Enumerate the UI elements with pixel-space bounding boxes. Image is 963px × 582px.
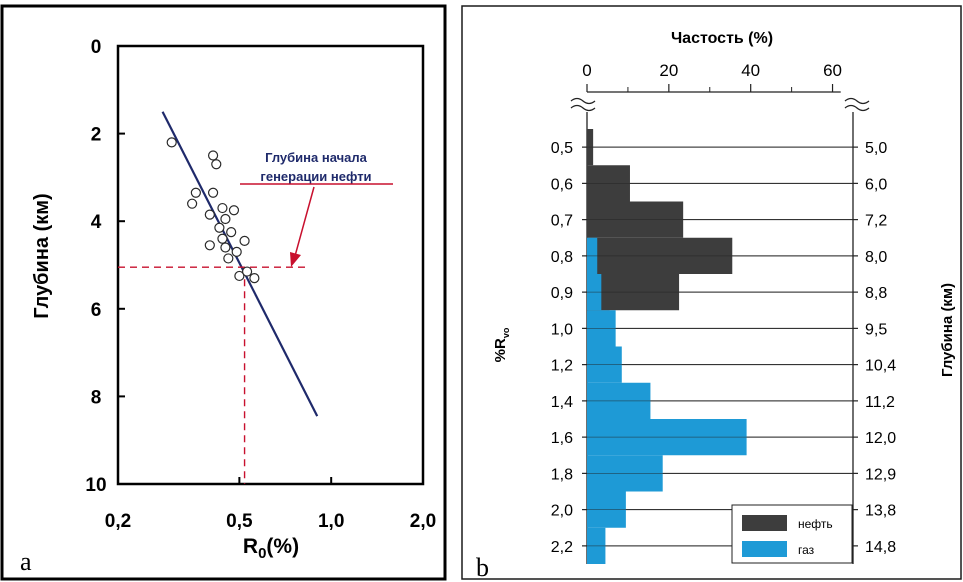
panel-a-data-point bbox=[187, 198, 198, 209]
panel-a-data-point bbox=[220, 242, 231, 253]
panel-b-left-axis-break bbox=[570, 97, 596, 112]
panel-a-data-point bbox=[217, 202, 228, 214]
panel-b-category-label: 0,7 bbox=[551, 213, 573, 230]
panel-a-data-point bbox=[190, 187, 201, 198]
panel-a-frame bbox=[0, 4, 447, 581]
panel-b-depth-label: 8,0 bbox=[865, 249, 887, 266]
panel-a-x-label-main: R bbox=[243, 535, 258, 558]
panel-b-category-label: 0,8 bbox=[551, 249, 573, 266]
panel-b-depth-label: 12,9 bbox=[865, 466, 896, 483]
panel-a-y-tick-label: 4 bbox=[91, 212, 102, 233]
panel-b-x-tick-label: 0 bbox=[582, 61, 591, 80]
panel-b-right-axis-label: Глубина (км) bbox=[939, 283, 956, 377]
panel-b-category-label: 1,8 bbox=[551, 466, 573, 483]
panel-a-data-point bbox=[217, 233, 228, 244]
panel-b-category-label: 0,9 bbox=[551, 285, 573, 302]
panel-a-annotation-line-1: Глубина начала bbox=[265, 150, 368, 165]
panel-b-depth-label: 12,0 bbox=[865, 430, 896, 447]
panel-a-x-tick-label: 0,2 bbox=[105, 511, 131, 532]
panel-a-data-point bbox=[211, 159, 222, 170]
panel-b-legend-label: нефть bbox=[798, 517, 833, 531]
panel-a-data-point bbox=[204, 209, 215, 220]
panel-a-data-point bbox=[228, 205, 240, 216]
panel-a-plot-area: 0 2 4 6 8 10 0,2 0,5 1,0 2,0 Глубина начала генерац… bbox=[85, 37, 436, 532]
panel-b-depth-label: 10,4 bbox=[865, 358, 896, 375]
panel-b-x-tick-label: 20 bbox=[659, 61, 678, 80]
panel-a-annotation-line-2: генерации нефти bbox=[260, 169, 371, 184]
panel-a-x-label-sub: 0 bbox=[258, 545, 266, 562]
panel-b-left-label-sub: vo bbox=[501, 327, 511, 338]
panel-a-data-point bbox=[239, 235, 250, 247]
panel-b-title: Частость (%) bbox=[671, 30, 773, 47]
panel-a-letter: a bbox=[20, 547, 32, 576]
panel-a-data-point bbox=[234, 270, 245, 282]
panel-b-category-label: 1,6 bbox=[551, 430, 573, 447]
panel-b-right-axis-break bbox=[844, 97, 870, 112]
panel-b-depth-label: 7,2 bbox=[865, 213, 887, 230]
panel-a-data-point bbox=[241, 266, 253, 277]
panel-a-x-tick-label: 2,0 bbox=[410, 511, 436, 532]
panel-b-category-label: 1,4 bbox=[551, 394, 573, 411]
panel-b-depth-label: 9,5 bbox=[865, 321, 887, 338]
panel-a-x-tick-label: 1,0 bbox=[318, 511, 344, 532]
panel-b-legend-swatch bbox=[742, 541, 787, 557]
panel-b-depth-label: 8,8 bbox=[865, 285, 887, 302]
panel-b-category-label: 0,6 bbox=[551, 176, 573, 193]
panel-a-data-point bbox=[226, 227, 237, 238]
panel-b-legend-label: газ bbox=[798, 543, 815, 557]
panel-a-data-point bbox=[231, 246, 242, 257]
panel-a-axes-box bbox=[116, 44, 425, 486]
panel-b-depth-label: 13,8 bbox=[865, 503, 896, 520]
panel-b-plot-area: 0 20 40 60 0,5 5,0 0,6 6,0 0,7 7,2 0,8 8,0 0,9 8,8 1,0… bbox=[551, 61, 896, 564]
panel-a-data-point bbox=[204, 240, 215, 251]
panel-b-x-tick-label: 60 bbox=[823, 61, 842, 80]
panel-a-x-tick-label: 0,5 bbox=[226, 511, 253, 532]
panel-a: 0 2 4 6 8 10 0,2 0,5 1,0 2,0 Глубина начала генерац… bbox=[0, 4, 447, 581]
panel-b: 0 20 40 60 0,5 5,0 0,6 6,0 0,7 7,2 0,8 8,0 0,9 8,8 1,0… bbox=[461, 5, 962, 582]
panel-a-x-axis-label: R0(%) bbox=[243, 535, 299, 562]
panel-a-data-point bbox=[249, 273, 260, 284]
panel-b-category-label: 1,0 bbox=[551, 321, 573, 338]
panel-b-letter: b bbox=[476, 553, 489, 582]
panel-b-depth-label: 6,0 bbox=[865, 176, 887, 193]
panel-a-y-axis-label: Глубина (км) bbox=[31, 193, 53, 318]
panel-b-category-label: 1,2 bbox=[551, 358, 573, 375]
panel-a-x-label-unit: (%) bbox=[266, 535, 299, 558]
panel-a-annotation-arrow-shaft bbox=[294, 186, 315, 257]
panel-b-x-tick-label: 40 bbox=[741, 61, 760, 80]
panel-b-depth-label: 11,2 bbox=[865, 394, 895, 411]
panel-a-y-tick-label: 2 bbox=[91, 125, 102, 146]
panel-b-legend: нефть газ bbox=[731, 504, 853, 564]
panel-a-y-tick-label: 0 bbox=[91, 37, 102, 58]
panel-a-data-point bbox=[207, 187, 219, 198]
panel-a-trend-line bbox=[161, 111, 319, 417]
panel-a-y-tick-label: 6 bbox=[91, 300, 102, 321]
panel-b-category-label: 0,5 bbox=[551, 140, 573, 157]
panel-a-y-tick-label: 10 bbox=[85, 475, 106, 496]
panel-b-category-label: 2,0 bbox=[551, 503, 573, 520]
panel-a-data-point bbox=[223, 253, 234, 264]
panel-a-y-tick-label: 8 bbox=[91, 387, 102, 408]
panel-b-legend-swatch bbox=[742, 515, 787, 531]
panel-a-annotation-arrow-head bbox=[290, 252, 301, 267]
panel-a-data-point bbox=[214, 222, 225, 233]
panel-a-data-point bbox=[166, 137, 177, 148]
panel-a-data-point bbox=[220, 213, 231, 225]
panel-b-depth-label: 5,0 bbox=[865, 140, 887, 157]
panel-b-left-label-main: %R bbox=[492, 338, 509, 362]
panel-a-data-point bbox=[207, 150, 219, 161]
panel-b-depth-label: 14,8 bbox=[865, 539, 896, 556]
panel-b-category-label: 2,2 bbox=[551, 539, 573, 556]
panel-b-left-axis-label: %Rvo bbox=[492, 327, 511, 362]
